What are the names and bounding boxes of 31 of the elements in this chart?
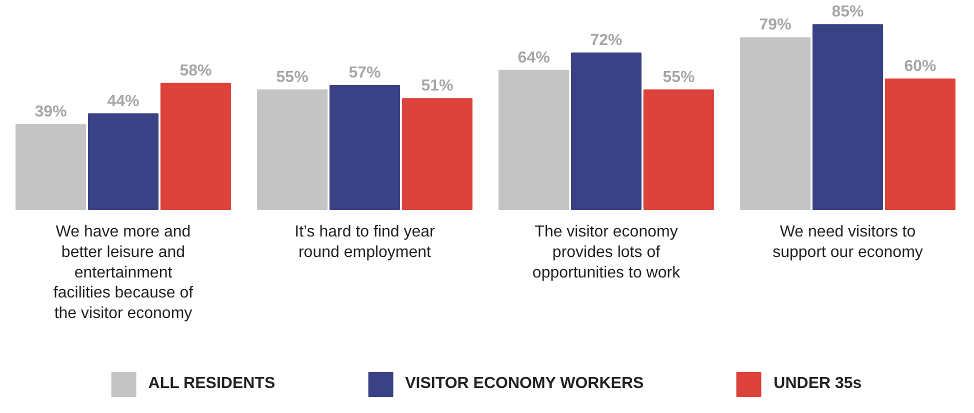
bar	[160, 82, 231, 210]
data-label: 60%	[904, 58, 936, 76]
bar	[257, 89, 328, 210]
bar	[402, 98, 472, 210]
legend-label: VISITOR ECONOMY WORKERS	[405, 375, 644, 393]
x-tick-label: We have more and better leisure and entertainment facilities because of the visitor economy	[53, 223, 194, 322]
data-label: 55%	[276, 68, 308, 86]
x-tick-label: It’s hard to find year round employment	[294, 223, 436, 261]
bar	[812, 24, 884, 210]
data-label: 39%	[34, 104, 67, 121]
data-label: 79%	[759, 16, 792, 34]
bar	[88, 113, 159, 210]
bar	[16, 124, 86, 210]
bar	[884, 78, 956, 210]
data-label: 44%	[107, 92, 140, 110]
data-label: 57%	[348, 64, 381, 82]
legend-label: ALL RESIDENTS	[148, 375, 276, 393]
bar	[570, 52, 642, 210]
bar	[498, 70, 570, 210]
x-tick-label: The visitor economy provides lots of opportunities to work	[532, 223, 682, 282]
data-label: 64%	[518, 49, 550, 66]
data-label: 58%	[180, 62, 212, 80]
data-label: 85%	[832, 4, 864, 21]
bar	[740, 37, 811, 210]
data-label: 55%	[662, 68, 695, 86]
data-label: 72%	[590, 32, 622, 49]
bar	[329, 85, 400, 210]
data-label: 51%	[421, 78, 454, 95]
x-tick-label: We need visitors to support our economy	[772, 223, 923, 261]
bar	[643, 89, 714, 210]
legend-label: UNDER 35s	[774, 375, 862, 393]
